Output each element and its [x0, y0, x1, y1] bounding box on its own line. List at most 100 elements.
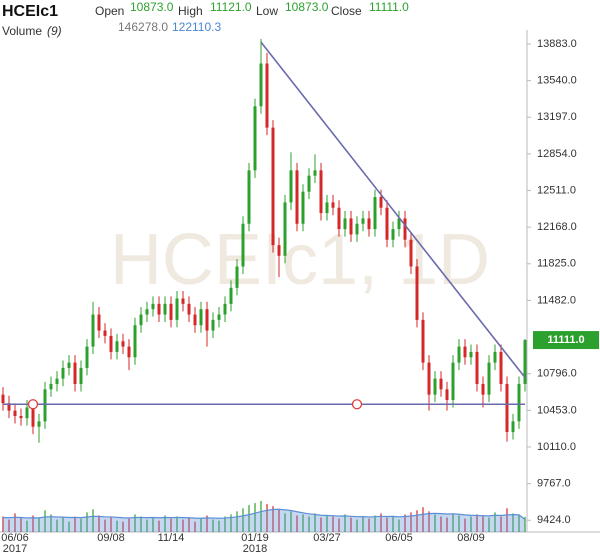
volume-bar — [314, 513, 316, 532]
volume-ma-area — [3, 509, 525, 532]
candle-body — [277, 245, 281, 256]
volume-bar — [122, 521, 124, 532]
y-tick-label: 13883.0 — [537, 38, 577, 50]
candle-body — [301, 191, 305, 224]
volume-bar — [116, 520, 118, 532]
candle-body — [289, 170, 293, 203]
candle-body — [523, 340, 527, 384]
volume-bar — [74, 516, 76, 532]
candle-body — [355, 223, 359, 235]
x-tick-label: 03/27 — [313, 532, 341, 544]
volume-bar — [218, 520, 220, 532]
candle-body — [217, 314, 221, 320]
candle-body — [121, 341, 125, 347]
volume-bar — [512, 513, 514, 532]
candle-body — [361, 218, 365, 224]
volume-bar — [518, 515, 520, 532]
candle-body — [85, 346, 89, 368]
volume-bar — [62, 517, 64, 532]
candle-body — [91, 314, 95, 347]
volume-bar — [38, 518, 40, 532]
volume-bar — [224, 516, 226, 532]
volume-bar — [326, 515, 328, 532]
volume-bar — [26, 520, 28, 532]
y-tick-label: 10110.0 — [537, 441, 576, 453]
trendline-marker — [27, 399, 39, 410]
candle-body — [199, 309, 203, 326]
open-value: 10873.0 — [130, 0, 174, 14]
candle-body — [337, 207, 341, 230]
volume-bar — [500, 516, 502, 532]
candle-body — [73, 362, 77, 384]
candle-body — [367, 218, 371, 230]
volume-period: (9) — [47, 24, 62, 38]
volume-bar — [296, 515, 298, 532]
volume-bar — [362, 516, 364, 532]
candle-body — [55, 378, 59, 384]
volume-bar — [86, 512, 88, 532]
volume-bar — [176, 516, 178, 532]
y-tick-label: 10453.0 — [537, 404, 577, 416]
trendline-marker — [351, 399, 363, 410]
candle-body — [511, 421, 515, 433]
x-tick-label: 01/19 — [241, 532, 269, 544]
volume-bar — [254, 503, 256, 532]
volume-bar — [32, 515, 34, 532]
volume-bar — [146, 519, 148, 532]
volume-bar — [338, 518, 340, 532]
candle-body — [175, 298, 179, 320]
volume-bar — [290, 511, 292, 532]
volume-bar — [308, 516, 310, 532]
volume-bar — [14, 513, 16, 532]
candle-body — [421, 319, 425, 363]
volume-bar — [194, 521, 196, 532]
candle-body — [43, 389, 47, 422]
candle-body — [505, 383, 509, 433]
candle-body — [433, 378, 437, 395]
candle-body — [451, 362, 455, 400]
candle-body — [349, 218, 353, 235]
candle-body — [427, 362, 431, 395]
candle-body — [187, 303, 191, 315]
close-value: 11111.0 — [369, 0, 409, 14]
volume-bar — [464, 518, 466, 532]
open-label: Open — [95, 4, 124, 18]
candle-body — [31, 407, 35, 427]
volume-bar — [56, 519, 58, 532]
volume-bar — [104, 519, 106, 532]
y-tick-label: 10796.0 — [537, 368, 577, 380]
volume-bar — [8, 519, 10, 532]
candle-body — [229, 287, 233, 304]
volume-bar — [128, 518, 130, 532]
low-label: Low — [256, 4, 278, 18]
volume-bar — [212, 519, 214, 532]
candle-body — [391, 229, 395, 240]
volume-bar — [200, 518, 202, 532]
candle-body — [475, 351, 479, 384]
candle-body — [247, 170, 251, 224]
y-tick-label: 9767.0 — [537, 478, 571, 490]
volume-bar — [50, 514, 52, 532]
volume-bar — [482, 515, 484, 532]
candle-body — [283, 202, 287, 256]
volume-bar — [2, 516, 4, 532]
volume-bar — [284, 513, 286, 532]
candle-body — [295, 170, 299, 224]
watermark: HCEIc1, 1D — [110, 220, 490, 300]
volume-bar — [206, 515, 208, 532]
symbol: HCEIc1 — [2, 3, 58, 20]
volume-bar — [236, 511, 238, 532]
candle-body — [259, 63, 263, 107]
y-tick-label: 12854.0 — [537, 148, 577, 160]
high-value: 11121.0 — [210, 0, 252, 14]
volume-bar — [410, 512, 412, 532]
y-tick-label: 13540.0 — [537, 75, 577, 87]
candle-body — [271, 127, 275, 246]
volume-bar — [320, 517, 322, 532]
volume-bar — [164, 515, 166, 532]
candle-body — [7, 403, 11, 411]
candle-body — [139, 314, 143, 326]
y-tick-label: 11482.0 — [537, 294, 576, 306]
candle-body — [61, 367, 65, 379]
